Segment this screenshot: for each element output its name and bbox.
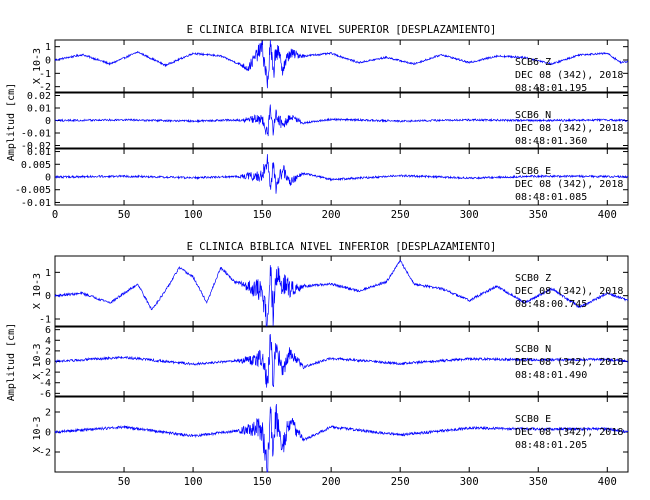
y-tick-label: -0.005: [15, 185, 51, 196]
station-label: SCB0 Z: [515, 273, 551, 284]
station-time: 08:48:01.085: [515, 192, 587, 203]
station-time: 08:48:01.490: [515, 370, 587, 381]
x-tick-label: 400: [598, 209, 617, 221]
trace-line: [54, 403, 629, 473]
y-axis-label: Amplitud [cm]: [6, 323, 17, 401]
y-tick-label: 0.005: [21, 160, 51, 171]
station-time: 08:48:01.195: [515, 83, 587, 94]
y-tick-label: -6: [39, 389, 51, 400]
y-tick-label: -0.01: [21, 198, 51, 209]
station-time: 08:48:00.745: [515, 299, 587, 310]
x-tick-label: 300: [460, 209, 479, 221]
x-tick-label: 400: [598, 476, 617, 488]
y-tick-label: 2: [45, 408, 51, 419]
station-date: DEC 08 (342), 2018: [515, 427, 623, 438]
y-tick-label: -1: [39, 315, 51, 326]
y-tick-label: 4: [45, 336, 51, 347]
y-tick-label: -2: [39, 368, 51, 379]
y-axis-label: Amplitud [cm]: [6, 83, 17, 161]
panel-frame: [54, 396, 629, 473]
x-tick-label: 300: [460, 476, 479, 488]
y-tick-label: 0: [45, 291, 51, 302]
trace-line: [54, 154, 629, 194]
y-tick-label: 0: [45, 173, 51, 184]
chart-title: E CLINICA BIBLICA NIVEL INFERIOR [DESPLA…: [187, 241, 497, 253]
y-tick-label: -2: [39, 82, 51, 93]
y-tick-label: 1: [45, 268, 51, 279]
station-date: DEC 08 (342), 2018: [515, 357, 623, 368]
unit-label: X 10-3: [32, 343, 43, 379]
station-time: 08:48:01.360: [515, 136, 587, 147]
x-tick-label: 50: [118, 476, 131, 488]
trace-line: [54, 259, 629, 327]
y-tick-label: 0.01: [27, 104, 51, 115]
unit-label: X 10-3: [32, 416, 43, 452]
trace-line: [54, 39, 629, 89]
y-tick-label: 0: [45, 428, 51, 439]
y-tick-label: -0.01: [21, 129, 51, 140]
station-label: SCB6 E: [515, 166, 551, 177]
station-label: SCB6 N: [515, 110, 551, 121]
station-label: SCB0 N: [515, 344, 551, 355]
station-time: 08:48:01.205: [515, 440, 587, 451]
chart-title: E CLINICA BIBLICA NIVEL SUPERIOR [DESPLA…: [187, 24, 497, 36]
unit-label: X 10-3: [32, 48, 43, 84]
x-tick-label: 100: [184, 209, 203, 221]
station-label: SCB6 Z: [515, 57, 551, 68]
panel-frame: [54, 255, 629, 327]
x-tick-label: 250: [391, 209, 410, 221]
station-date: DEC 08 (342), 2018: [515, 123, 623, 134]
panel-frame: [54, 39, 629, 93]
x-tick-label: 350: [529, 209, 548, 221]
y-tick-label: 0.01: [27, 147, 51, 158]
station-date: DEC 08 (342), 2018: [515, 179, 623, 190]
trace-line: [54, 333, 629, 388]
y-tick-label: 2: [45, 346, 51, 357]
y-tick-label: -0.02: [21, 141, 51, 152]
y-tick-label: -2: [39, 448, 51, 459]
x-tick-label: 150: [253, 209, 272, 221]
x-tick-label: 150: [253, 476, 272, 488]
x-tick-label: 100: [184, 476, 203, 488]
x-tick-label: 250: [391, 476, 410, 488]
x-tick-label: 350: [529, 476, 548, 488]
y-tick-label: 0: [45, 357, 51, 368]
station-date: DEC 08 (342), 2018: [515, 70, 623, 81]
y-tick-label: 0: [45, 56, 51, 67]
y-tick-label: 0: [45, 116, 51, 127]
x-tick-label: 0: [52, 209, 58, 221]
x-tick-label: 200: [322, 209, 341, 221]
x-tick-label: 200: [322, 476, 341, 488]
y-tick-label: 0.02: [27, 91, 51, 102]
y-tick-label: 6: [45, 325, 51, 336]
y-tick-label: 1: [45, 42, 51, 53]
unit-label: X 10-3: [32, 273, 43, 309]
station-label: SCB0 E: [515, 414, 551, 425]
station-date: DEC 08 (342), 2018: [515, 286, 623, 297]
y-tick-label: -4: [39, 378, 51, 389]
y-tick-label: -1: [39, 69, 51, 80]
x-tick-label: 50: [118, 209, 131, 221]
trace-line: [54, 104, 629, 137]
